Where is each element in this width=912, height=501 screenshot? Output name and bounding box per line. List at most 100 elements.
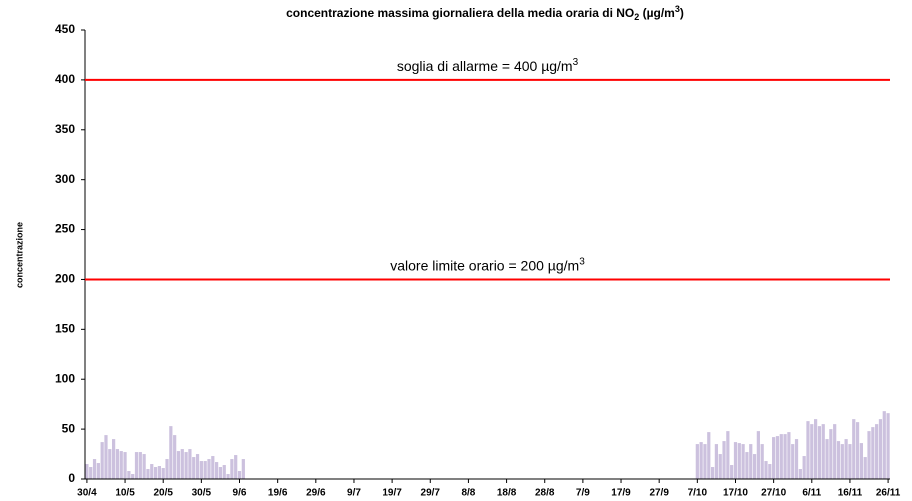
bar xyxy=(146,469,150,479)
title-text: ) xyxy=(680,6,684,20)
bar xyxy=(836,441,841,479)
chart-title: concentrazione massima giornaliera della… xyxy=(286,4,684,22)
bar xyxy=(791,444,795,479)
bar xyxy=(119,451,123,479)
bar xyxy=(802,456,806,479)
bar xyxy=(722,441,726,479)
title-sup: 3 xyxy=(675,4,680,14)
bar xyxy=(215,462,219,479)
bar xyxy=(123,452,127,479)
title-sub: 2 xyxy=(634,12,639,22)
bar xyxy=(848,444,852,479)
reference-label-sup: 3 xyxy=(573,57,579,68)
title-text: (µg/m xyxy=(639,6,675,20)
y-tick-label: 300 xyxy=(55,172,75,186)
x-tick-label: 20/5 xyxy=(153,488,173,499)
bar xyxy=(741,444,745,479)
title-text: concentrazione massima giornaliera della… xyxy=(286,6,634,20)
bar xyxy=(772,437,776,479)
bar xyxy=(825,439,829,479)
x-tick-label: 19/7 xyxy=(382,488,402,499)
x-tick-label: 7/9 xyxy=(576,488,590,499)
bar xyxy=(813,419,818,479)
bar xyxy=(867,431,871,479)
bar xyxy=(768,464,772,479)
bar xyxy=(142,454,146,479)
bar xyxy=(203,461,207,479)
bar xyxy=(165,459,169,479)
bar xyxy=(695,444,699,479)
bar xyxy=(131,474,135,479)
reference-label-text: valore limite orario = 200 µg/m xyxy=(390,257,579,273)
x-tick-label: 8/8 xyxy=(461,488,475,499)
bar xyxy=(173,435,177,479)
bar xyxy=(230,459,234,479)
x-tick-label: 17/9 xyxy=(611,488,631,499)
reference-label: valore limite orario = 200 µg/m3 xyxy=(390,256,585,273)
y-tick-label: 100 xyxy=(55,371,75,385)
bar xyxy=(882,411,886,479)
bar xyxy=(829,429,833,479)
bar xyxy=(733,442,738,479)
x-tick-label: 27/10 xyxy=(761,488,786,499)
bar xyxy=(199,461,203,479)
bar xyxy=(112,439,116,479)
bar xyxy=(192,457,196,479)
bar xyxy=(234,455,238,479)
bar xyxy=(211,456,215,479)
x-tick-label: 28/8 xyxy=(535,488,555,499)
x-tick-label: 10/5 xyxy=(115,488,135,499)
bar xyxy=(92,459,97,479)
bar xyxy=(775,436,780,479)
x-tick-label: 29/7 xyxy=(421,488,441,499)
y-tick-label: 350 xyxy=(55,122,75,136)
y-tick-label: 50 xyxy=(62,421,76,435)
bar xyxy=(222,465,226,479)
bar xyxy=(787,432,791,479)
bar xyxy=(150,464,154,479)
bar xyxy=(798,469,802,479)
bar xyxy=(218,467,223,479)
y-tick-label: 150 xyxy=(55,322,75,336)
bar xyxy=(89,467,93,479)
bar xyxy=(726,431,730,479)
bar xyxy=(104,435,108,479)
x-tick-label: 29/6 xyxy=(306,488,326,499)
bar xyxy=(745,452,749,479)
bar xyxy=(718,454,722,479)
bar xyxy=(85,464,89,479)
bar xyxy=(833,424,837,479)
bar xyxy=(817,426,822,479)
x-tick-label: 27/9 xyxy=(649,488,669,499)
x-tick-label: 30/4 xyxy=(77,488,97,499)
bar xyxy=(176,451,181,479)
bar xyxy=(730,465,734,479)
bar xyxy=(749,444,753,479)
reference-label-sup: 3 xyxy=(579,256,585,267)
x-tick-label: 6/11 xyxy=(802,488,821,499)
x-tick-label: 18/8 xyxy=(497,488,517,499)
bar xyxy=(859,443,863,479)
bar xyxy=(878,419,883,479)
bar xyxy=(756,431,760,479)
y-tick-label: 200 xyxy=(55,272,75,286)
bar xyxy=(710,467,715,479)
bar xyxy=(180,449,184,479)
bar xyxy=(855,422,860,479)
y-tick-label: 0 xyxy=(68,471,75,485)
bar xyxy=(779,434,783,479)
bar xyxy=(207,459,211,479)
bar xyxy=(108,449,112,479)
bar xyxy=(871,427,875,479)
bar xyxy=(875,424,879,479)
bar xyxy=(886,413,890,479)
x-tick-label: 19/6 xyxy=(268,488,288,499)
bar xyxy=(237,471,242,479)
bar xyxy=(737,443,741,479)
bar xyxy=(169,426,173,479)
x-tick-label: 9/6 xyxy=(233,488,247,499)
bar xyxy=(752,454,757,479)
bar xyxy=(100,442,104,479)
bar xyxy=(96,463,100,479)
